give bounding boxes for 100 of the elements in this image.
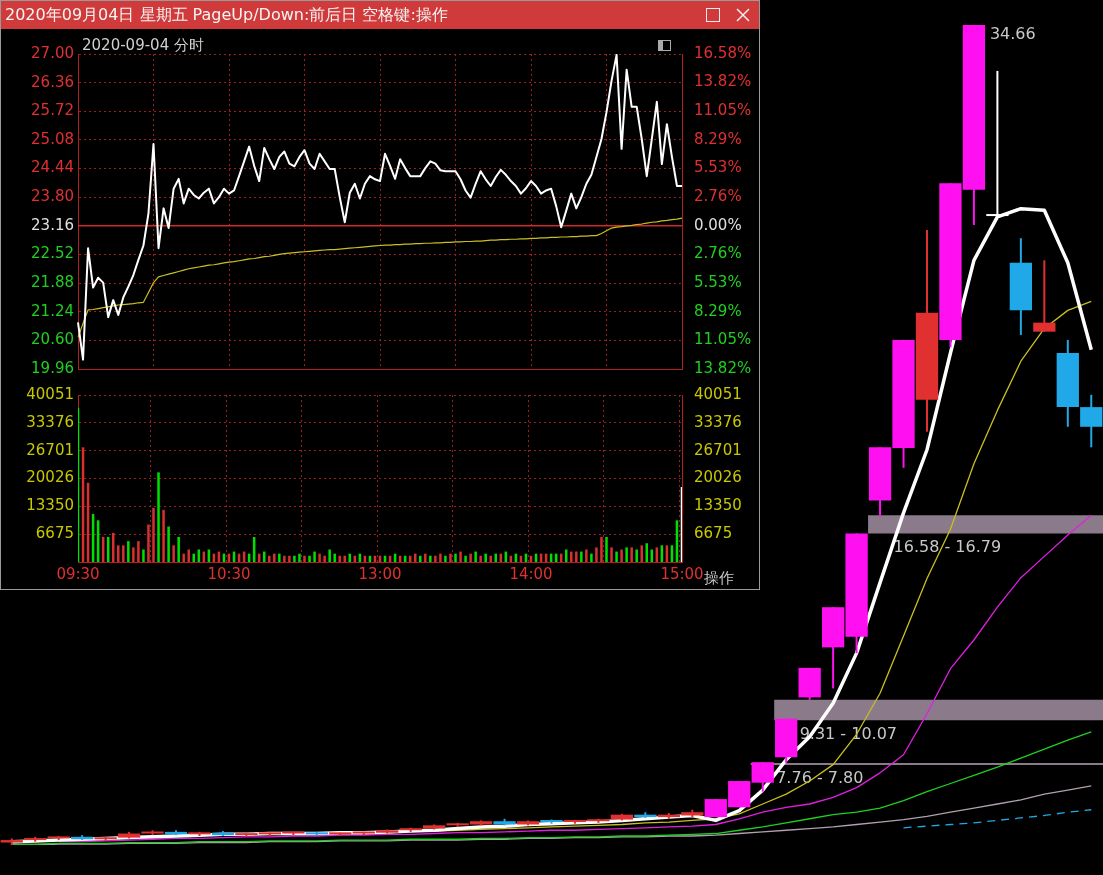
bar xyxy=(157,472,160,562)
bar xyxy=(454,553,457,562)
y2-tick-label: 20026 xyxy=(694,468,742,487)
annotation: 34.66 xyxy=(989,24,1036,44)
bar xyxy=(625,547,628,562)
bar xyxy=(142,549,145,562)
bar xyxy=(268,555,271,562)
candlestick xyxy=(751,761,774,793)
bar xyxy=(570,551,573,562)
y2-tick-label: 2.76% xyxy=(694,187,742,206)
bar xyxy=(600,536,603,562)
bar xyxy=(424,553,427,562)
bar xyxy=(640,545,643,562)
bar xyxy=(590,553,593,562)
y-tick-label: 23.80 xyxy=(31,187,74,206)
y-tick-label: 21.24 xyxy=(31,301,74,320)
bar xyxy=(167,526,170,562)
bar xyxy=(293,555,296,562)
bar xyxy=(464,555,467,562)
y-tick-label: 40051 xyxy=(26,384,74,403)
bar xyxy=(147,524,150,562)
bar xyxy=(469,553,472,562)
bar xyxy=(152,507,155,562)
y-tick-label: 22.52 xyxy=(31,244,74,263)
y2-tick-label: 11.05% xyxy=(694,330,752,349)
candlestick xyxy=(0,837,23,846)
y-tick-label: 25.72 xyxy=(31,101,74,120)
bar xyxy=(434,555,437,562)
bar xyxy=(338,555,341,562)
candlestick xyxy=(493,817,516,827)
bar xyxy=(449,553,452,562)
annotation: 操作 xyxy=(704,569,734,588)
y-tick-label: 21.88 xyxy=(31,272,74,291)
y2-tick-label: 26701 xyxy=(694,440,742,459)
bar xyxy=(298,553,301,562)
bar xyxy=(419,555,422,562)
y2-tick-label: 8.29% xyxy=(694,301,742,320)
x-tick-label: 13:00 xyxy=(358,564,402,583)
bar xyxy=(585,549,588,562)
bar xyxy=(182,553,185,562)
y2-tick-label: 5.53% xyxy=(694,158,742,177)
bar xyxy=(177,536,180,562)
chart-subtitle: 2020-09-04 分时 xyxy=(82,36,204,55)
bar xyxy=(439,553,442,562)
bar xyxy=(162,509,165,562)
bar xyxy=(444,555,447,562)
bar xyxy=(429,555,432,562)
x-tick-label: 15:00 xyxy=(660,564,704,583)
bar xyxy=(288,555,291,562)
bar xyxy=(132,547,135,562)
bar xyxy=(187,549,190,562)
bar xyxy=(137,541,140,562)
candlestick xyxy=(516,819,540,827)
y2-tick-label: 13.82% xyxy=(694,72,752,91)
bar xyxy=(127,541,130,562)
y2-tick-label: 2.76% xyxy=(694,244,742,263)
candlestick xyxy=(1080,393,1103,449)
candlestick xyxy=(141,829,164,837)
y-tick-label: 13350 xyxy=(26,496,74,515)
bar xyxy=(122,545,125,562)
y-tick-label: 27.00 xyxy=(31,43,74,62)
y-tick-label: 20.60 xyxy=(31,330,74,349)
bar xyxy=(605,536,608,562)
bar xyxy=(630,547,633,562)
bar xyxy=(323,555,326,562)
bar xyxy=(610,547,613,562)
bar xyxy=(479,555,482,562)
candlestick xyxy=(540,818,563,825)
y-tick-label: 26701 xyxy=(26,440,74,459)
bar xyxy=(278,553,281,562)
y2-tick-label: 13.82% xyxy=(694,358,752,377)
bar xyxy=(172,545,175,562)
y2-tick-label: 0.00% xyxy=(694,215,742,234)
y2-tick-label: 40051 xyxy=(694,384,742,403)
bar xyxy=(620,549,623,562)
y-tick-label: 24.44 xyxy=(31,158,74,177)
y-tick-label: 26.36 xyxy=(31,72,74,91)
bar xyxy=(333,553,336,562)
candlestick xyxy=(915,229,939,433)
bar xyxy=(474,551,477,562)
y2-tick-label: 33376 xyxy=(694,412,742,431)
bar xyxy=(635,549,638,562)
bar xyxy=(615,551,618,562)
bar xyxy=(489,555,492,562)
bar xyxy=(580,551,583,562)
bar xyxy=(283,555,286,562)
bar xyxy=(575,551,578,562)
bar xyxy=(303,555,306,562)
bar xyxy=(308,555,311,562)
y-tick-label: 33376 xyxy=(26,412,74,431)
band-label: 7.76 - 7.80 xyxy=(776,767,864,787)
y-tick-label: 25.08 xyxy=(31,129,74,148)
candlestick xyxy=(1033,259,1056,333)
y2-tick-label: 6675 xyxy=(694,524,733,543)
bar xyxy=(318,553,321,562)
y2-tick-label: 8.29% xyxy=(694,129,742,148)
y2-tick-label: 5.53% xyxy=(694,272,742,291)
x-tick-label: 10:30 xyxy=(207,564,251,583)
y-tick-label: 6675 xyxy=(35,524,74,543)
chart-title: 2020年09月04日 星期五 PageUp/Down:前后日 空格键:操作 xyxy=(5,4,448,26)
